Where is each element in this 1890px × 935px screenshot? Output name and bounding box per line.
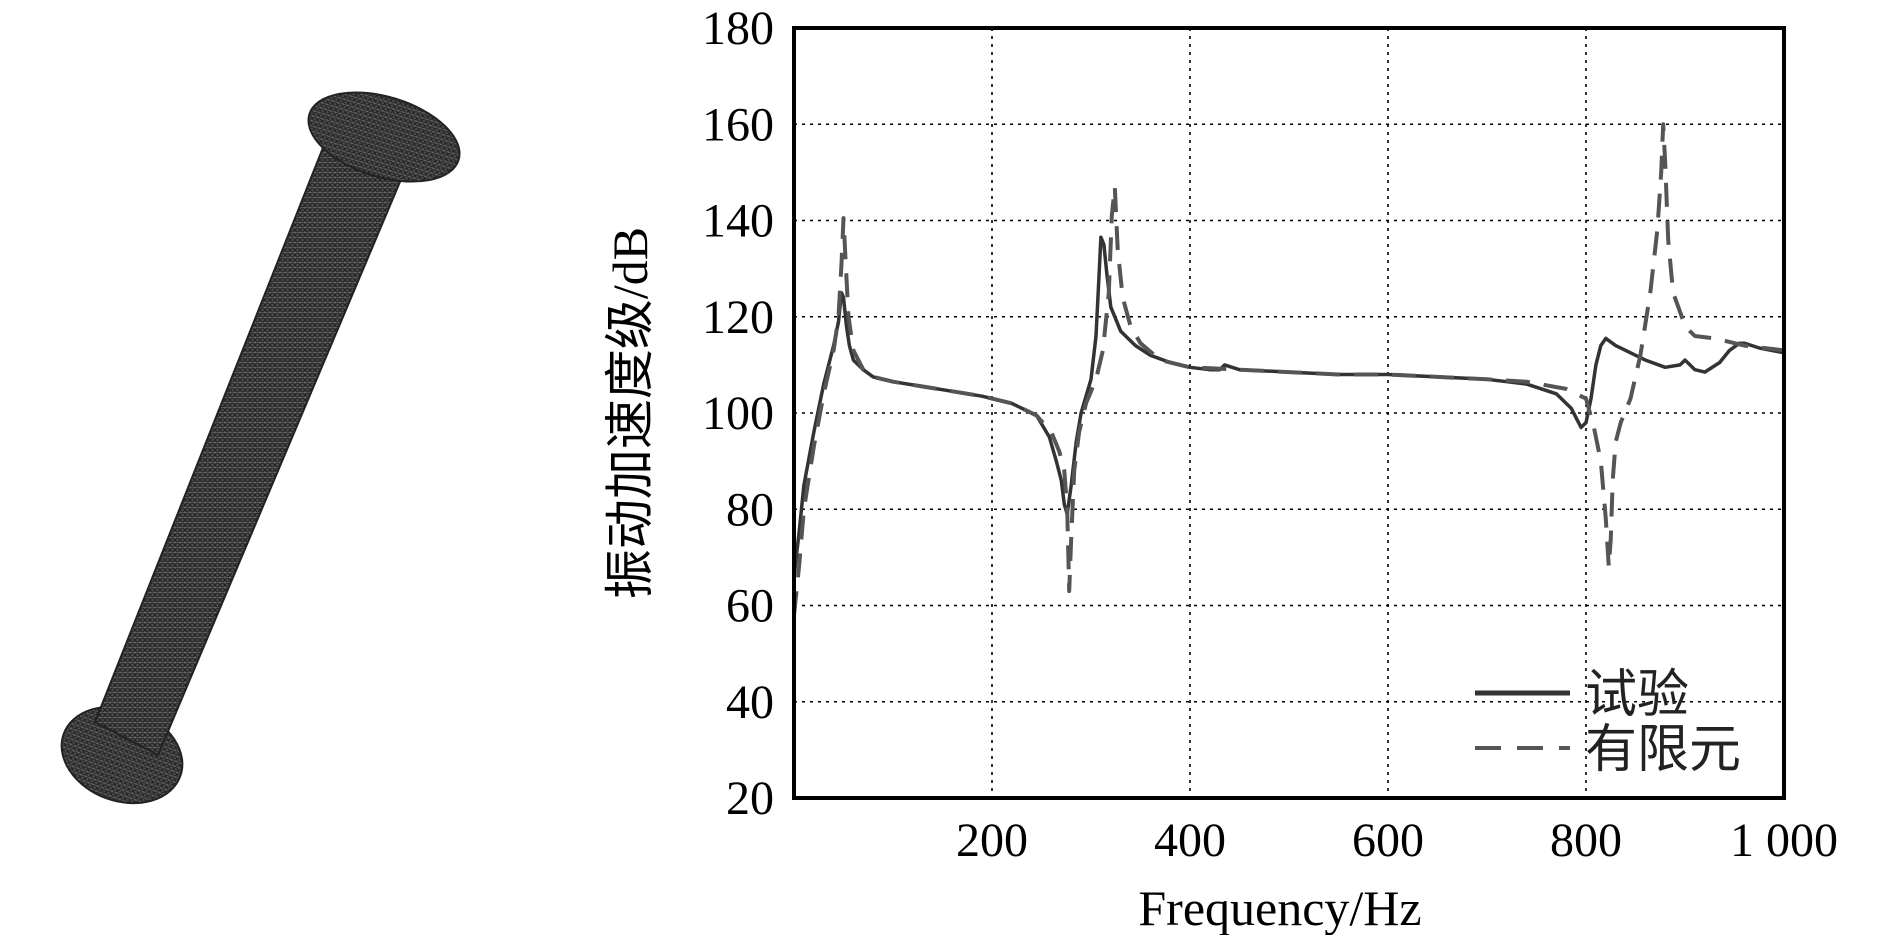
y-tick-label: 180 xyxy=(702,2,774,55)
x-tick-label: 800 xyxy=(1550,814,1622,867)
y-tick-label: 20 xyxy=(726,772,774,825)
plot-area-frame xyxy=(792,26,1786,800)
top-flange xyxy=(307,91,461,183)
y-tick-label: 120 xyxy=(702,291,774,344)
chart: 20 40 60 80 100 120 140 160 180 200 400 600 800 1 00… xyxy=(602,2,1838,935)
grid-lines xyxy=(794,28,1784,798)
y-tick-label: 100 xyxy=(702,387,774,440)
y-tick-label: 60 xyxy=(726,580,774,633)
shaft-mesh-model-image xyxy=(60,91,461,805)
y-axis-label: 振动加速度级/dB xyxy=(602,227,658,599)
legend-label-fem: 有限元 xyxy=(1585,720,1741,780)
shaft-body xyxy=(93,128,407,757)
x-axis-label: Frequency/Hz xyxy=(1138,880,1421,935)
y-tick-label: 40 xyxy=(726,676,774,729)
legend: 试验 有限元 xyxy=(1475,665,1741,780)
series-line-test xyxy=(792,235,1785,577)
y-tick-label: 80 xyxy=(726,483,774,536)
x-tick-label: 1 000 xyxy=(1730,814,1838,867)
x-tick-labels: 200 400 600 800 1 000 xyxy=(956,814,1838,867)
x-tick-label: 400 xyxy=(1154,814,1226,867)
y-tick-label: 140 xyxy=(702,195,774,248)
y-tick-label: 160 xyxy=(702,98,774,151)
data-series xyxy=(792,122,1785,616)
x-tick-label: 200 xyxy=(956,814,1028,867)
series-line-fem xyxy=(792,122,1785,616)
y-tick-labels: 20 40 60 80 100 120 140 160 180 xyxy=(702,2,774,825)
legend-label-test: 试验 xyxy=(1585,665,1689,725)
x-tick-label: 600 xyxy=(1352,814,1424,867)
